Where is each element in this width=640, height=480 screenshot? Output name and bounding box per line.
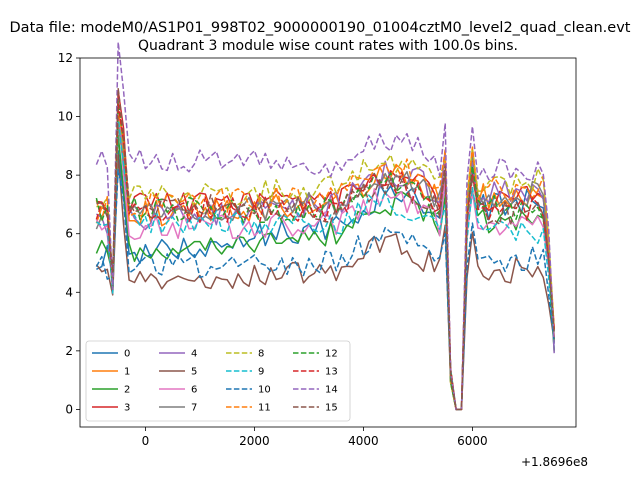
y-tick-label: 2: [65, 344, 73, 358]
legend-label-12: 12: [325, 349, 338, 360]
legend-label-10: 10: [258, 385, 271, 396]
figure-suptitle: Data file: modeM0/AS1P01_998T02_90000001…: [10, 20, 631, 36]
legend-label-9: 9: [258, 367, 264, 378]
x-tick-label: 2000: [239, 434, 270, 448]
x-tick-label: 6000: [457, 434, 488, 448]
series-line-15: [96, 87, 555, 411]
legend-label-0: 0: [124, 349, 130, 360]
chart-title: Quadrant 3 module wise count rates with …: [138, 38, 518, 54]
x-tick-label: 4000: [348, 434, 379, 448]
y-tick-label: 12: [58, 51, 73, 65]
series-line-9: [95, 116, 555, 411]
axes-frame: [79, 57, 577, 428]
y-tick-label: 0: [65, 402, 73, 416]
legend-label-6: 6: [191, 385, 197, 396]
y-tick-label: 4: [65, 285, 73, 299]
legend-label-13: 13: [325, 367, 338, 378]
series-line-2: [95, 134, 555, 411]
legend-label-14: 14: [325, 385, 338, 396]
series-line-12: [95, 100, 555, 411]
legend-label-1: 1: [124, 367, 130, 378]
series-line-8: [96, 108, 555, 411]
legend-label-3: 3: [124, 403, 130, 414]
legend-label-8: 8: [258, 349, 264, 360]
y-tick-label: 6: [65, 227, 73, 241]
legend-label-7: 7: [191, 403, 197, 414]
legend-label-15: 15: [325, 403, 338, 414]
series-line-5: [95, 153, 555, 411]
series-line-10: [95, 169, 555, 411]
x-tick-label: 0: [142, 434, 150, 448]
series-line-6: [95, 106, 555, 411]
x-axis-ticks: 0 2000 4000 6000: [142, 427, 488, 448]
y-tick-label: 8: [65, 168, 73, 182]
y-axis-ticks: 0 2 4 6 8 10 12: [58, 51, 80, 416]
x-axis-offset-text: +1.8696e8: [521, 455, 588, 469]
series-lines: [95, 41, 555, 411]
axes: [79, 57, 577, 428]
legend-box: [85, 340, 351, 422]
legend-label-4: 4: [191, 349, 197, 360]
series-line-14: [95, 41, 555, 411]
y-tick-label: 10: [58, 110, 73, 124]
legend-label-2: 2: [124, 385, 130, 396]
legend-label-11: 11: [258, 403, 271, 414]
legend-label-5: 5: [191, 367, 197, 378]
